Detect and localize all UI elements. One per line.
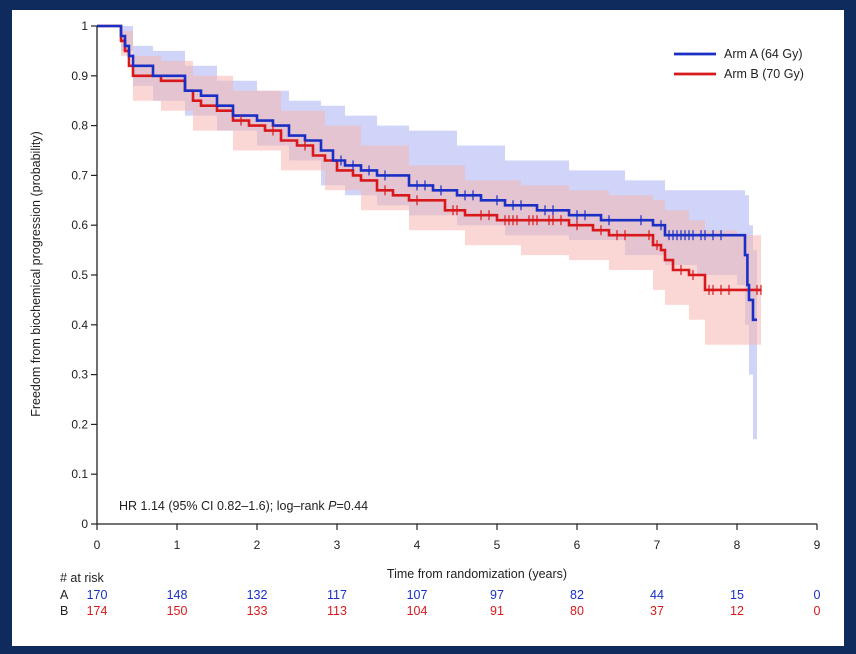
y-tick-label: 1: [81, 19, 88, 33]
y-axis-title: Freedom from biochemical progression (pr…: [29, 131, 43, 417]
x-tick-label: 7: [654, 538, 661, 552]
legend-label-arm-b-70-gy: Arm B (70 Gy): [724, 67, 804, 81]
at-risk-row-label: A: [60, 588, 69, 602]
at-risk-count: 150: [167, 604, 188, 618]
y-tick-label: 0: [81, 517, 88, 531]
at-risk-count: 104: [407, 604, 428, 618]
at-risk-count: 0: [814, 588, 821, 602]
at-risk-count: 117: [327, 588, 347, 602]
legend: Arm A (64 Gy) Arm B (70 Gy): [674, 47, 804, 81]
x-tick-label: 5: [494, 538, 501, 552]
survival-curves: [97, 24, 761, 322]
at-risk-count: 80: [570, 604, 584, 618]
x-tick-label: 0: [94, 538, 101, 552]
confidence-bands: [97, 26, 761, 440]
at-risk-count: 15: [730, 588, 744, 602]
x-axis-title: Time from randomization (years): [387, 567, 567, 581]
km-chart: 00.10.20.30.40.50.60.70.80.910 1 2 3 4 5 6 7 8 9 …: [29, 19, 821, 618]
at-risk-count: 133: [247, 604, 268, 618]
x-tick-label: 2: [254, 538, 261, 552]
at-risk-count: 170: [87, 588, 108, 602]
at-risk-count: 12: [730, 604, 744, 618]
at-risk-header: # at risk: [60, 571, 105, 585]
at-risk-count: 113: [327, 604, 347, 618]
y-tick-label: 0.7: [71, 168, 88, 182]
y-tick-label: 0.5: [71, 268, 88, 282]
censor-marks: [240, 115, 762, 295]
y-tick-label: 0.9: [71, 69, 88, 83]
x-tick-label: 4: [414, 538, 421, 552]
legend-label-arm-a-64-gy: Arm A (64 Gy): [724, 47, 803, 61]
at-risk-count: 91: [490, 604, 504, 618]
survival-curve-arm-a-64-gy: [97, 24, 757, 322]
x-tick-label: 1: [174, 538, 181, 552]
at-risk-row-label: B: [60, 604, 68, 618]
at-risk-count: 44: [650, 588, 664, 602]
at-risk-count: 174: [87, 604, 108, 618]
hr-annotation: HR 1.14 (95% CI 0.82–1.6); log–rank P=0.…: [119, 499, 368, 513]
y-tick-label: 0.2: [71, 417, 88, 431]
y-tick-label: 0.6: [71, 218, 88, 232]
x-tick-label: 6: [574, 538, 581, 552]
at-risk-count: 107: [407, 588, 428, 602]
axes: 0 0.1 0.2 0.3 0.4 0.5 0.6 0.7 0.8 0.9 1 0 1 2 3 4 5 6 7 8 9: [71, 19, 820, 552]
x-tick-label: 9: [814, 538, 821, 552]
y-tick-label: 0.1: [71, 467, 88, 481]
slide-frame: 0 0.1 0.2 0.3 0.4 0.5 0.6 0.7 0.8 0.9 1 0 1 2 3 4 5 6 7 8 9 …: [12, 10, 844, 646]
at-risk-count: 132: [247, 588, 268, 602]
y-tick-label: 0.4: [71, 318, 88, 332]
at-risk-count: 0: [814, 604, 821, 618]
at-risk-count: 97: [490, 588, 504, 602]
at-risk-count: 37: [650, 604, 664, 618]
x-tick-label: 3: [334, 538, 341, 552]
y-tick-label: 0.3: [71, 368, 88, 382]
x-tick-label: 8: [734, 538, 741, 552]
y-tick-label: 0.8: [71, 119, 88, 133]
at-risk-count: 82: [570, 588, 584, 602]
at-risk-count: 148: [167, 588, 188, 602]
